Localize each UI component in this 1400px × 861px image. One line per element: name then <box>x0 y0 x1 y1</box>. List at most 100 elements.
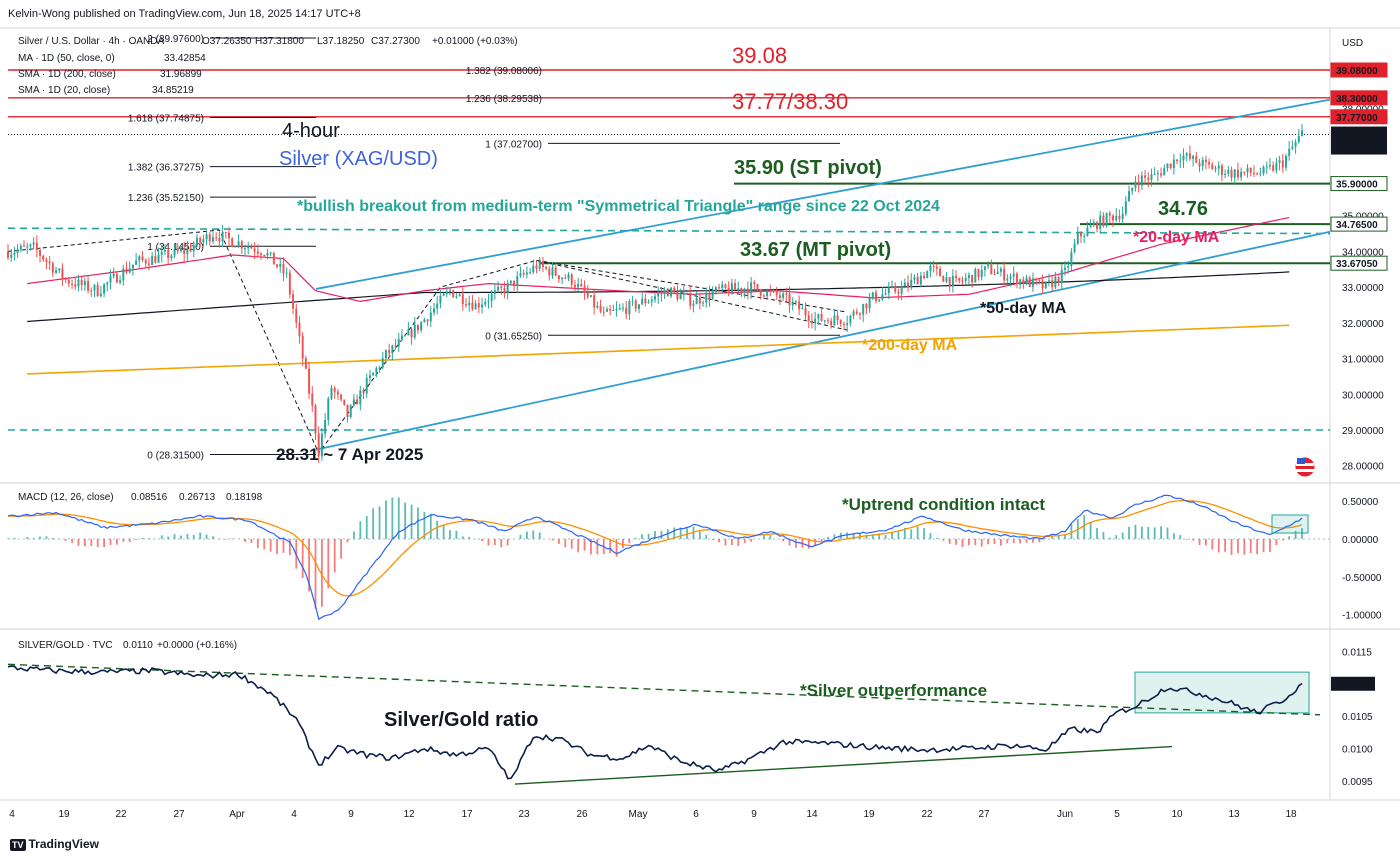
candle-body <box>1025 277 1028 285</box>
macd-hist-bar <box>205 534 208 539</box>
macd-hist-bar <box>974 538 977 546</box>
candle-body <box>743 288 746 292</box>
candle-body <box>868 298 871 309</box>
triangle-dashed-lower <box>536 259 848 313</box>
candle-body <box>1076 232 1079 244</box>
candle-body <box>327 398 330 420</box>
candle-body <box>298 322 301 336</box>
candle-body <box>1256 173 1259 175</box>
candle-body <box>1288 148 1291 157</box>
resistance-39-08-label-box <box>1330 62 1388 78</box>
macd-hist-bar <box>769 535 772 539</box>
candle-body <box>599 305 602 312</box>
ratio-layer <box>7 663 1321 785</box>
candle-body <box>593 295 596 308</box>
macd-hist-bar <box>385 500 387 539</box>
legend-sma200-value: 31.96899 <box>160 69 202 80</box>
candle-body <box>513 280 516 287</box>
macd-hist-bar <box>1192 538 1194 541</box>
macd-hist-bar <box>353 531 355 539</box>
candle-body <box>83 280 86 286</box>
macd-hist-bar <box>1064 534 1066 539</box>
macd-hist-bar <box>993 538 996 545</box>
candle-body <box>698 297 701 304</box>
macd-hist-bar <box>90 538 93 546</box>
time-axis[interactable]: 4 19 22 27 Apr 4 9 12 17 23 26 May 6 9 14 19 22 27 Jun 5 10 1… <box>9 809 1297 820</box>
candle-body <box>436 303 439 309</box>
macd-hist-bar <box>122 538 125 542</box>
candle-body <box>746 288 749 294</box>
candle-body <box>333 387 336 392</box>
macd-hist-bar <box>39 536 41 539</box>
macd-hist-bar <box>1032 538 1034 543</box>
currency-label[interactable]: USD <box>1342 38 1363 49</box>
candle-body <box>199 237 202 243</box>
candle-body <box>266 253 269 256</box>
ratio-highlight-box <box>1134 671 1310 714</box>
candle-body <box>878 299 881 301</box>
candle-body <box>871 292 874 299</box>
candle-body <box>19 245 22 250</box>
candle-body <box>119 280 122 283</box>
macd-hist-bar <box>461 536 464 539</box>
candle-body <box>689 293 692 306</box>
macd-hist-bar <box>743 538 746 544</box>
candle-body <box>1121 213 1124 220</box>
macd-hist-bar <box>71 538 73 543</box>
candle-body <box>471 302 474 310</box>
candle-body <box>609 309 612 311</box>
candle-body <box>276 264 279 267</box>
candle-body <box>1086 227 1089 236</box>
candle-body <box>183 249 186 254</box>
candle-body <box>282 263 285 274</box>
candle-body <box>1073 243 1076 253</box>
legend-close: C37.27300 <box>371 36 420 47</box>
candle-body <box>1067 266 1070 268</box>
macd-hist-bar <box>359 521 362 539</box>
tradingview-logo[interactable]: TV TradingView <box>10 837 99 851</box>
macd-hist-bar <box>500 538 503 548</box>
macd-hist-bar <box>1140 526 1143 539</box>
candle-body <box>1108 213 1111 216</box>
candle-body <box>884 293 887 295</box>
candle-body <box>1294 142 1297 147</box>
candle-body <box>1297 136 1300 143</box>
candle-body <box>308 368 311 394</box>
zigzag-dashed <box>7 229 848 455</box>
candle-body <box>304 358 307 369</box>
candle-body <box>826 320 829 322</box>
candle-body <box>58 268 61 271</box>
candle-body <box>29 244 32 247</box>
candle-body <box>1176 159 1179 162</box>
candle-body <box>538 261 541 269</box>
candle-body <box>1012 273 1015 277</box>
ratio-resistance-dashed <box>7 663 1321 716</box>
candle-body <box>1236 169 1239 178</box>
candle-body <box>93 284 96 291</box>
macd-hist-bar <box>1166 527 1169 539</box>
candle-body <box>708 292 711 300</box>
candle-body <box>836 315 839 320</box>
candle-body <box>1124 201 1127 214</box>
candle-body <box>519 273 522 277</box>
candle-body <box>753 282 756 284</box>
candle-body <box>138 256 141 261</box>
anno-20-day-ma: *20-day MA <box>1133 229 1220 246</box>
price-axis[interactable]: 28.00000 29.00000 30.00000 31.00000 32.00000… <box>1330 62 1388 788</box>
candle-body <box>676 291 679 300</box>
macd-hist-bar <box>378 506 381 539</box>
candle-body <box>641 298 644 305</box>
candle-body <box>99 293 102 296</box>
macd-hist-bar <box>1288 536 1291 539</box>
time-tick-10: 26 <box>576 809 588 820</box>
candle-body <box>1233 169 1236 178</box>
ratio-legend-change: +0.0000 (+0.16%) <box>157 640 237 651</box>
candle-body <box>583 286 586 293</box>
legend-symbol: Silver / U.S. Dollar · 4h · OANDA <box>18 36 164 47</box>
candle-body <box>1115 215 1118 221</box>
macd-hist-bar <box>1262 538 1265 553</box>
anno-outperformance: *Silver outperformance <box>800 681 987 700</box>
candle-body <box>846 323 849 325</box>
candle-body <box>1166 163 1169 169</box>
